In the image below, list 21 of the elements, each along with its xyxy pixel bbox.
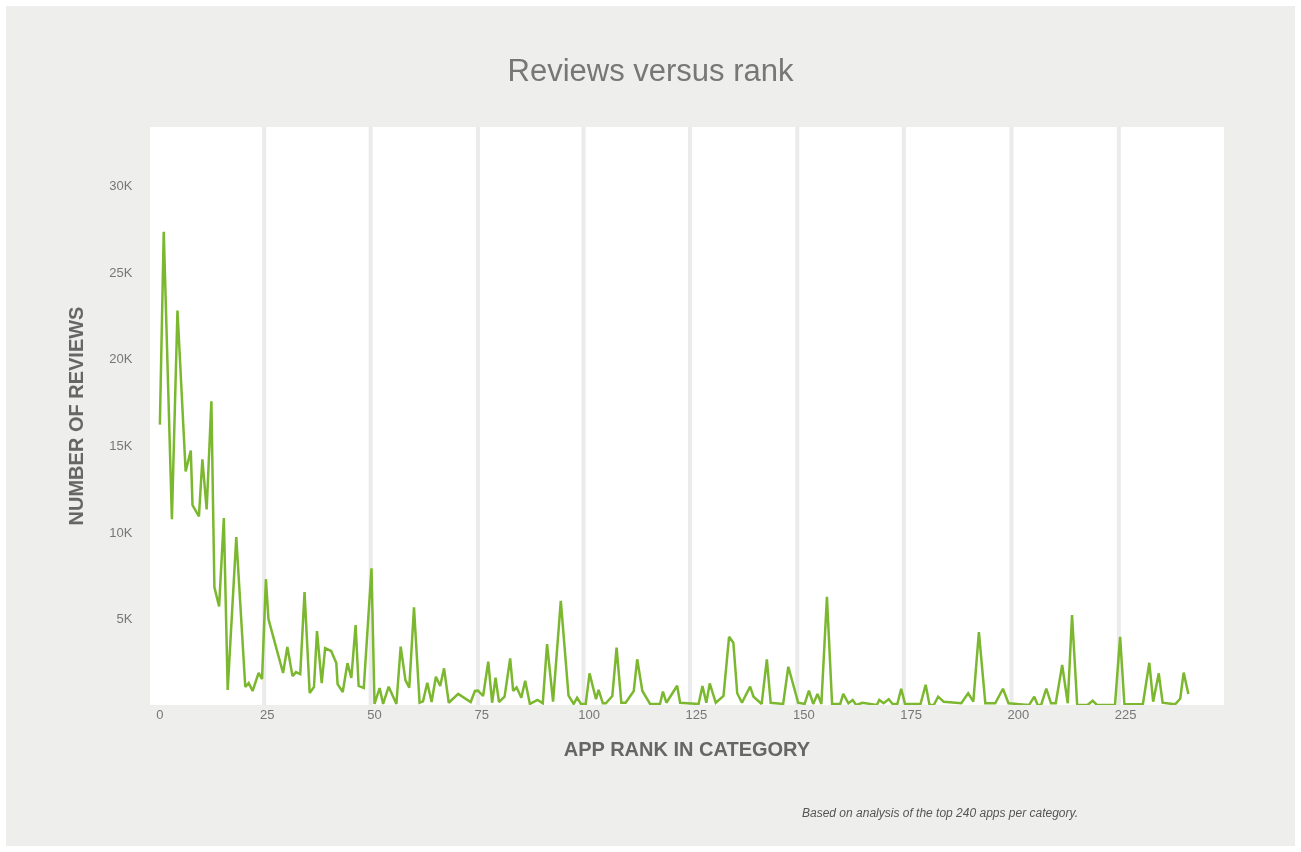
text: Based on analysis of the top 240 apps per category. [802, 806, 1078, 820]
y-tick-label: 30K [109, 178, 133, 194]
x-tick-label: 100 [578, 707, 600, 722]
y-tick-label: 20K [109, 351, 133, 367]
x-tick-label: 225 [1114, 707, 1137, 722]
y-tick-label: 5K [116, 611, 133, 627]
x-tick-label: 50 [367, 707, 382, 722]
x-tick-label: 125 [685, 707, 708, 722]
x-tick-label: 25 [259, 707, 275, 722]
x-tick-label: 175 [900, 707, 922, 722]
y-tick-label: 10K [109, 524, 133, 540]
y-axis-title: NUMBER OF REVIEWS [64, 306, 87, 526]
x-tick-label: 200 [1007, 707, 1030, 722]
line-series [158, 230, 1190, 705]
x-axis-title: APP RANK IN CATEGORY [563, 737, 811, 760]
x-tick-label: 75 [474, 707, 490, 722]
y-tick-label: 15K [109, 437, 133, 453]
x-tick-label: 150 [792, 707, 815, 722]
chart-title: Reviews versus rank [507, 52, 794, 88]
y-tick-label: 25K [109, 264, 133, 280]
x-tick-label: 0 [156, 707, 164, 722]
